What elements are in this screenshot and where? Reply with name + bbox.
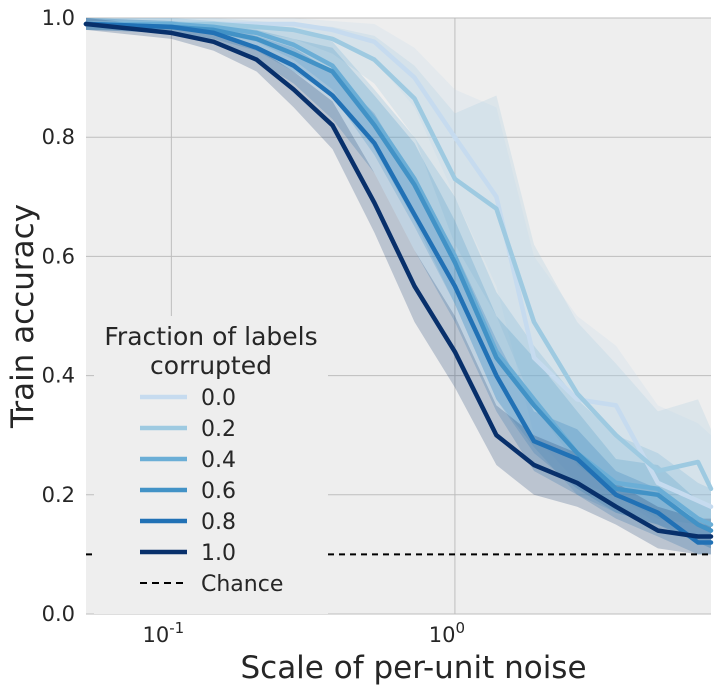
legend-item-Chance: Chance [140, 572, 283, 597]
series-line-0.2 [83, 21, 714, 492]
legend-item-1.0: 1.0 [140, 541, 236, 566]
legend-label: 0.0 [201, 386, 236, 411]
confidence-band-0.6 [86, 18, 711, 549]
legend-label: 0.4 [201, 448, 236, 473]
x-tick-label: 100 [429, 619, 465, 647]
x-tick-exponent: 0 [456, 619, 466, 637]
legend-label: 1.0 [201, 541, 236, 566]
legend-item-0.8: 0.8 [140, 510, 236, 535]
y-tick-label: 1.0 [42, 6, 75, 30]
legend-item-0.2: 0.2 [140, 417, 236, 442]
series-line-0.8 [83, 21, 714, 545]
confidence-band-0.0 [86, 18, 711, 543]
series-line-1.0 [83, 21, 714, 539]
x-axis-label: Scale of per-unit noise [240, 650, 586, 686]
confidence-band-0.2 [86, 18, 711, 531]
legend-item-0.0: 0.0 [140, 386, 236, 411]
legend-background [94, 316, 328, 614]
legend-label: Chance [201, 572, 283, 597]
confidence-band-0.4 [86, 18, 711, 549]
x-tick-base: 10 [429, 623, 456, 647]
y-axis-label: Train accuracy [5, 204, 41, 429]
y-tick-label: 0.8 [42, 125, 75, 149]
confidence-band-1.0 [86, 18, 711, 555]
y-tick-label: 0.4 [42, 364, 75, 388]
legend-item-0.4: 0.4 [140, 448, 236, 473]
legend-label: 0.2 [201, 417, 236, 442]
legend-title: Fraction of labels [104, 322, 317, 351]
legend-label: 0.8 [201, 510, 236, 535]
series-line-0.4 [83, 21, 714, 527]
x-tick-label: 10-1 [143, 619, 185, 647]
legend-item-0.6: 0.6 [140, 479, 236, 504]
y-tick-label: 0.0 [42, 602, 75, 626]
legend-title: corrupted [150, 351, 272, 380]
series-line-0.6 [83, 21, 714, 533]
confidence-band-0.8 [86, 18, 711, 555]
x-tick-exponent: -1 [169, 619, 184, 637]
x-tick-base: 10 [143, 623, 170, 647]
legend-label: 0.6 [201, 479, 236, 504]
y-tick-label: 0.2 [42, 483, 75, 507]
y-tick-label: 0.6 [42, 244, 75, 268]
